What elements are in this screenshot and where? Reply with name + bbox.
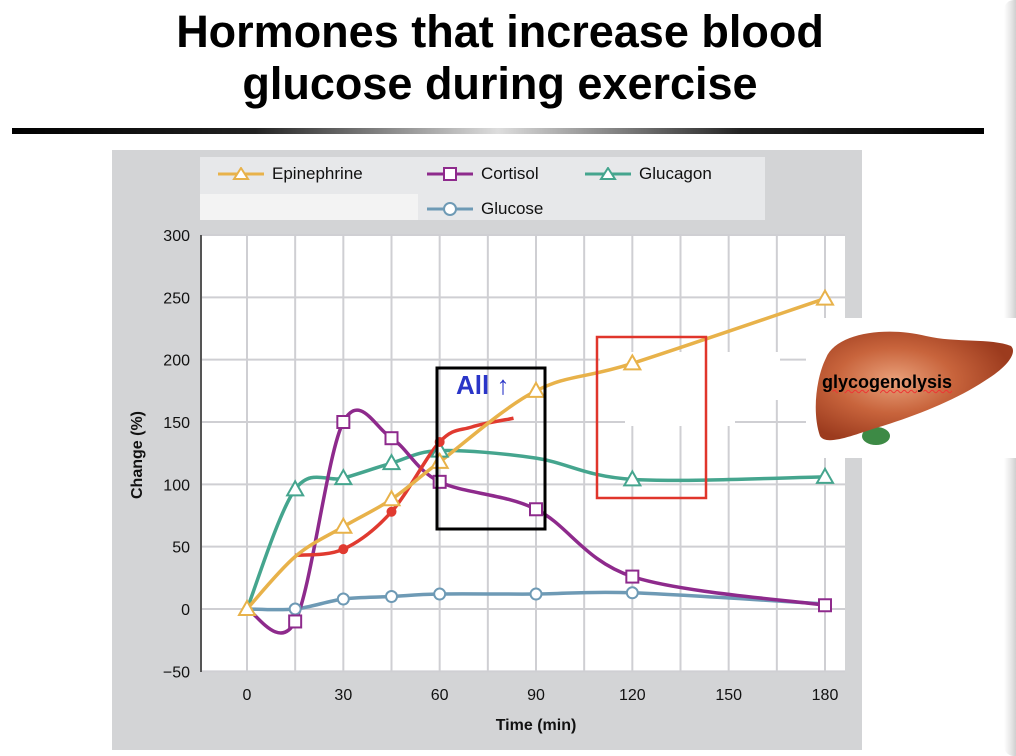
legend-marker-glucagon — [585, 167, 631, 180]
title-divider — [12, 128, 984, 134]
y-tick-label: −50 — [163, 664, 190, 681]
x-tick-label: 60 — [431, 687, 449, 704]
x-tick-label: 30 — [334, 687, 352, 704]
y-tick-label: 0 — [181, 602, 190, 619]
legend-item-glucagon: Glucagon — [585, 164, 712, 184]
data-point-cortisol — [529, 502, 543, 517]
data-point-epinephrine — [333, 516, 354, 534]
legend-label: Cortisol — [481, 164, 539, 183]
x-tick-label: 0 — [243, 687, 252, 704]
legend-blank-patch — [200, 194, 418, 220]
data-point-unlabeled — [386, 506, 397, 517]
legend-marker-cortisol — [427, 167, 473, 181]
data-point-unlabeled — [338, 544, 349, 555]
data-point-glucagon — [815, 466, 835, 484]
glycogenolysis-label: glycogenolysis — [822, 372, 953, 392]
title-line-2: glucose during exercise — [242, 58, 758, 109]
highlight-box-120min — [595, 335, 708, 500]
x-tick-label: 90 — [527, 687, 545, 704]
data-point-glucose — [529, 587, 543, 601]
x-axis-label: Time (min) — [496, 717, 577, 734]
cover-patch — [600, 352, 780, 400]
legend-item-glucose: Glucose — [427, 199, 543, 219]
data-point-cortisol — [288, 614, 303, 629]
data-point-glucagon — [333, 468, 354, 486]
data-point-glucagon — [381, 453, 402, 471]
legend-marker-epinephrine — [218, 167, 264, 180]
data-point-cortisol — [336, 415, 351, 429]
data-point-cortisol — [432, 474, 447, 489]
data-point-glucose — [288, 602, 302, 616]
data-point-glucagon — [285, 479, 305, 497]
data-point-glucose — [385, 590, 398, 604]
legend-label: Glucose — [481, 199, 544, 218]
data-point-epinephrine — [815, 288, 835, 306]
y-tick-label: 150 — [163, 415, 190, 432]
legend-label: Epinephrine — [272, 164, 363, 183]
y-axis-label: Change (%) — [129, 411, 146, 499]
data-point-cortisol — [384, 431, 399, 446]
legend-label: Glucagon — [639, 164, 712, 183]
data-point-epinephrine — [622, 353, 643, 371]
data-point-cortisol — [818, 598, 832, 613]
y-tick-label: 250 — [163, 290, 190, 307]
data-point-glucose — [433, 587, 447, 601]
y-tick-label: 300 — [163, 228, 190, 245]
x-tick-label: 180 — [812, 687, 839, 704]
slide-title: Hormones that increase blood glucose dur… — [0, 6, 1000, 110]
data-point-epinephrine — [381, 489, 402, 507]
data-point-glucose — [625, 586, 639, 600]
liver-image — [806, 318, 1016, 458]
legend-item-cortisol: Cortisol — [427, 164, 539, 184]
y-tick-label: 200 — [163, 353, 190, 370]
legend-item-epinephrine: Epinephrine — [218, 164, 363, 184]
cover-patch — [625, 400, 735, 426]
liver-icon — [815, 331, 1014, 445]
legend-marker-glucose — [427, 202, 473, 216]
data-point-epinephrine — [237, 598, 257, 616]
title-line-1: Hormones that increase blood — [176, 6, 824, 57]
y-tick-label: 50 — [172, 540, 190, 557]
data-point-glucose — [336, 592, 350, 606]
x-tick-label: 150 — [715, 687, 742, 704]
data-point-glucagon — [622, 469, 643, 487]
all-increase-annotation: All ↑ — [456, 370, 510, 400]
y-tick-label: 100 — [163, 477, 190, 494]
data-point-epinephrine — [526, 380, 546, 398]
data-point-cortisol — [625, 569, 640, 584]
highlight-box-all-increase — [435, 366, 547, 531]
x-tick-label: 120 — [619, 687, 646, 704]
